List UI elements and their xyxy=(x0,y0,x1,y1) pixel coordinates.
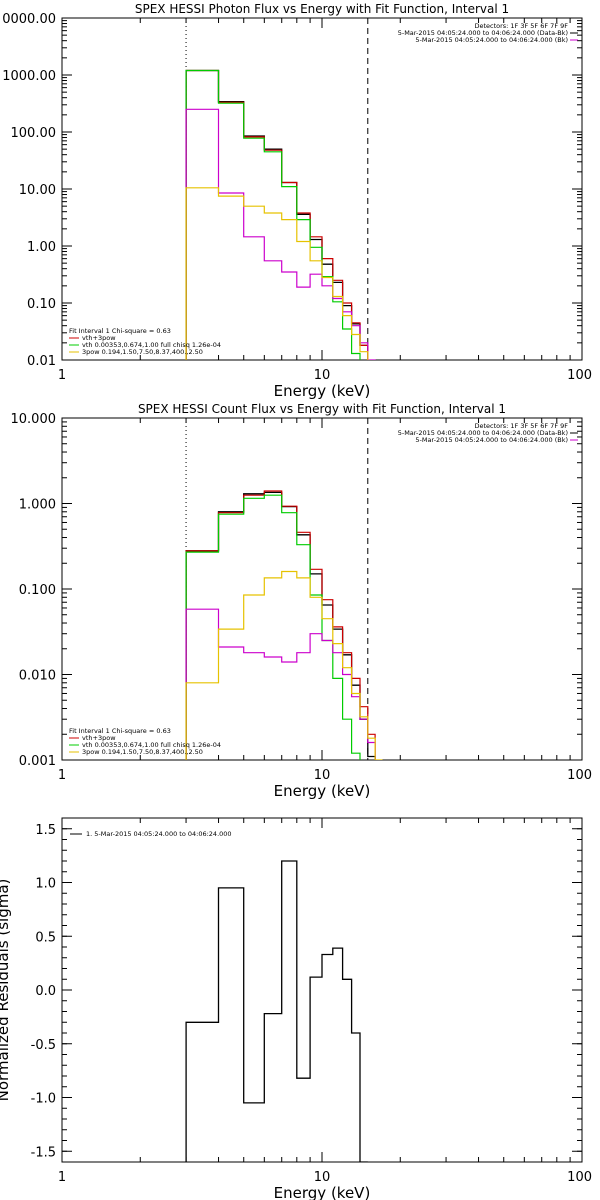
legend-bottom-left-text: vth 0.00353,0.674,1.00 full chisq 1.26e-… xyxy=(82,741,221,749)
legend-top-right-text: Detectors: 1F 3F 5F 6F 7F 9F xyxy=(474,22,568,30)
photon-flux-panel: SPEX HESSI Photon Flux vs Energy with Fi… xyxy=(2,2,592,400)
series-0-step-line xyxy=(185,69,369,360)
x-tick-label: 10 xyxy=(314,1170,331,1185)
y-tick-label: 10.000 xyxy=(11,412,57,427)
y-tick-label: 10.00 xyxy=(19,183,56,198)
legend-top-right-text: Detectors: 1F 3F 5F 6F 7F 9F xyxy=(474,422,568,430)
y-tick-label: 0.5 xyxy=(35,930,56,945)
x-tick-label: 100 xyxy=(567,768,592,783)
legend-bottom-left-text: vth+3pow xyxy=(82,734,116,742)
series-2-step-line xyxy=(185,69,361,360)
y-tick-label: 0.100 xyxy=(19,583,56,598)
y-tick-label: -1.5 xyxy=(31,1145,56,1160)
plot-frame xyxy=(61,17,583,361)
series-4-step-line xyxy=(185,187,369,360)
legend-bottom-left-text: vth+3pow xyxy=(82,334,116,342)
y-tick-label: 0.001 xyxy=(19,754,56,769)
x-tick-label: 100 xyxy=(567,1170,592,1185)
y-axis-label: Normalized Residuals (sigma) xyxy=(0,879,12,1102)
y-tick-label: -0.5 xyxy=(31,1038,56,1053)
y-tick-label: 0.0 xyxy=(35,984,56,999)
chart-title: SPEX HESSI Photon Flux vs Energy with Fi… xyxy=(135,2,509,16)
x-tick-label: 100 xyxy=(567,368,592,383)
legend-bottom-left-text: 3pow 0.194,1.50,7.50,8.37,400.,2.50 xyxy=(82,348,203,356)
x-tick-label: 10 xyxy=(314,368,331,383)
legend-bottom-left-text: Fit Interval 1 Chi-square = 0.63 xyxy=(69,727,171,735)
x-tick-label: 1 xyxy=(58,368,66,383)
y-tick-label: 0000.00 xyxy=(2,12,56,27)
series-0-step-line xyxy=(185,491,376,760)
legend-bottom-left-text: vth 0.00353,0.674,1.00 full chisq 1.26e-… xyxy=(82,341,221,349)
y-tick-label: 0.10 xyxy=(27,297,56,312)
series-3-step-line xyxy=(185,608,376,760)
series-3-step-line xyxy=(185,108,376,360)
y-tick-label: 1.00 xyxy=(27,240,56,255)
legend-bottom-left-text: Fit Interval 1 Chi-square = 0.63 xyxy=(69,327,171,335)
plot-area xyxy=(185,860,368,1162)
y-tick-label: 100.00 xyxy=(11,126,57,141)
x-axis-label: Energy (keV) xyxy=(274,382,371,400)
legend-top-left-text: 1. 5-Mar-2015 04:05:24.000 to 04:06:24.0… xyxy=(86,830,232,838)
chart-title: SPEX HESSI Count Flux vs Energy with Fit… xyxy=(138,402,506,416)
x-tick-label: 1 xyxy=(58,1170,66,1185)
residuals-panel: 1 10 100 Energy (keV) -1.5 -1.0 -0.5 0.0 0.5 1.0 1… xyxy=(0,817,592,1200)
legend-top-right-text: 5-Mar-2015 04:05:24.000 to 04:06:24.000 … xyxy=(398,29,568,37)
y-tick-label: 1.5 xyxy=(35,823,56,838)
y-tick-label: 1.0 xyxy=(35,877,56,892)
x-tick-label: 1 xyxy=(58,768,66,783)
plot-frame xyxy=(61,817,583,1163)
y-tick-label: -1.0 xyxy=(31,1092,56,1107)
legend-top-right-text: 5-Mar-2015 04:05:24.000 to 04:06:24.000 … xyxy=(398,429,568,437)
x-tick-label: 10 xyxy=(314,768,331,783)
legend-bottom-left-text: 3pow 0.194,1.50,7.50,8.37,400.,2.50 xyxy=(82,748,203,756)
plot-area xyxy=(185,418,383,760)
series-4-step-line xyxy=(185,570,383,760)
count-flux-panel: SPEX HESSI Count Flux vs Energy with Fit… xyxy=(11,402,593,800)
legend-top-right-text: 5-Mar-2015 04:05:24.000 to 04:06:24.000 … xyxy=(415,436,568,444)
series-1-step-line xyxy=(185,490,376,760)
x-axis-label: Energy (keV) xyxy=(274,1184,371,1200)
legend-top-right-text: 5-Mar-2015 04:05:24.000 to 04:06:24.000 … xyxy=(415,36,568,44)
y-tick-label: 0.010 xyxy=(19,669,56,684)
y-tick-label: 1000.00 xyxy=(2,69,56,84)
series-0-step-line xyxy=(185,860,368,1162)
x-axis-label: Energy (keV) xyxy=(274,782,371,800)
plot-area xyxy=(185,18,376,360)
y-tick-label: 1.000 xyxy=(19,498,56,513)
y-tick-label: 0.01 xyxy=(27,354,56,369)
series-1-step-line xyxy=(185,69,369,360)
series-2-step-line xyxy=(185,494,361,760)
